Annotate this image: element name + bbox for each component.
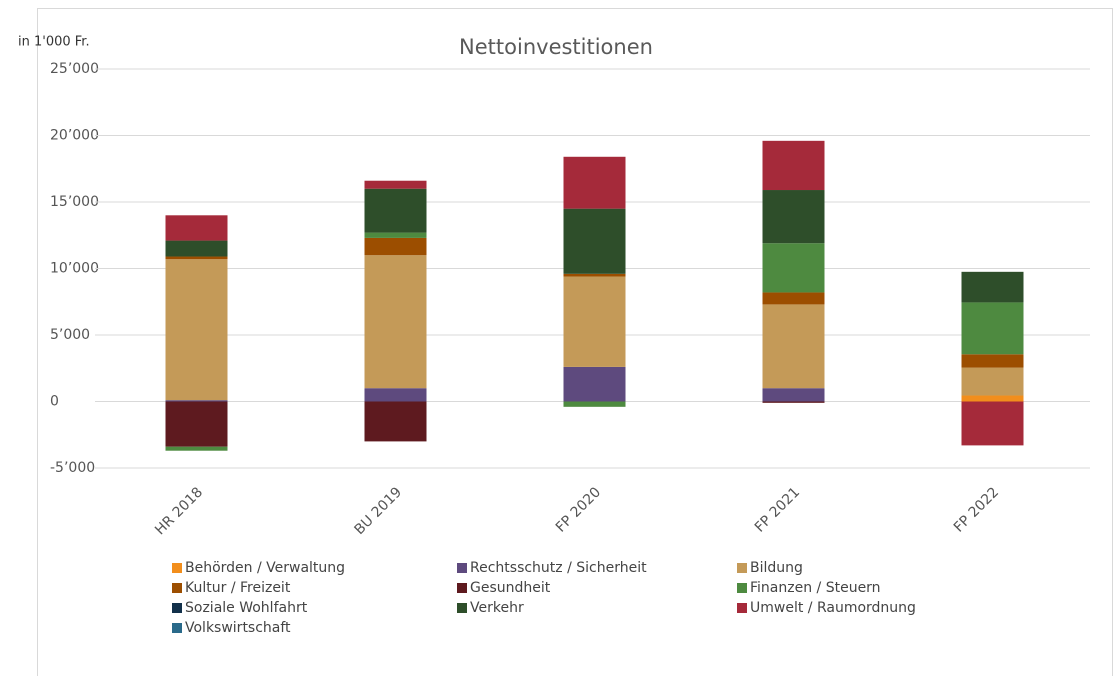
bar-segment (364, 388, 427, 402)
legend-swatch (457, 583, 467, 593)
x-tick-label: BU 2019 (351, 484, 405, 538)
legend-swatch (457, 563, 467, 573)
y-unit: in 1'000 Fr. (18, 35, 90, 50)
bar-segment (961, 354, 1024, 368)
bar-segment (961, 302, 1024, 355)
legend-swatch (457, 603, 467, 613)
x-tick-label: FP 2021 (752, 484, 803, 535)
legend-label: Gesundheit (470, 580, 551, 596)
bar-segment (762, 388, 825, 402)
legend-swatch (737, 563, 747, 573)
bar-segment (364, 237, 427, 256)
bar-segment (563, 366, 626, 402)
legend-label: Behörden / Verwaltung (185, 560, 345, 576)
chart-title: Nettoinvestitionen (459, 35, 653, 59)
bar-segment (762, 401, 825, 403)
legend-swatch (172, 563, 182, 573)
bar-segment (762, 304, 825, 389)
bar-segment (563, 156, 626, 209)
bar-segment (165, 256, 228, 260)
bar-segment (563, 208, 626, 274)
legend-label: Rechtsschutz / Sicherheit (470, 560, 647, 576)
bar-segment (165, 446, 228, 451)
y-tick-label: 15’000 (50, 194, 99, 210)
y-tick-label: 5’000 (50, 327, 90, 343)
y-tick-label: 0 (50, 394, 59, 410)
legend-swatch (737, 583, 747, 593)
bar-segment (762, 190, 825, 244)
bar-segment (961, 271, 1024, 303)
legend-swatch (737, 603, 747, 613)
bar-segment (364, 401, 427, 442)
y-tick-label: -5’000 (50, 460, 95, 476)
bar-segment (165, 240, 228, 257)
legend-swatch (172, 583, 182, 593)
bar-segment (563, 273, 626, 277)
legend-label: Volkswirtschaft (185, 620, 291, 636)
bar-segment (364, 232, 427, 238)
bar-segment (762, 140, 825, 191)
legend-label: Kultur / Freizeit (185, 580, 291, 596)
legend-swatch (172, 623, 182, 633)
bar-segment (165, 215, 228, 241)
y-tick-label: 10’000 (50, 261, 99, 277)
bar-segment (165, 400, 228, 402)
bar-segment (961, 395, 1024, 402)
bar-segment (364, 255, 427, 389)
bar-segment (165, 401, 228, 447)
x-tick-label: FP 2020 (553, 484, 604, 535)
legend-label: Soziale Wohlfahrt (185, 600, 308, 616)
x-tick-label: FP 2022 (951, 484, 1002, 535)
legend-label: Finanzen / Steuern (750, 580, 881, 596)
bar-segment (364, 180, 427, 189)
legend-label: Verkehr (470, 600, 524, 616)
bar-segment (165, 259, 228, 401)
legend-swatch (172, 603, 182, 613)
bar-segment (563, 401, 626, 407)
x-tick-label: HR 2018 (152, 484, 206, 538)
bar-segment (762, 243, 825, 293)
y-tick-label: 25’000 (50, 61, 99, 77)
bar-segment (961, 401, 1024, 446)
legend-label: Bildung (750, 560, 803, 576)
bar-segment (762, 292, 825, 305)
bar-segment (364, 188, 427, 233)
y-tick-label: 20’000 (50, 128, 99, 144)
legend-label: Umwelt / Raumordnung (750, 600, 916, 616)
bar-segment (961, 367, 1024, 396)
bar-segment (563, 276, 626, 367)
